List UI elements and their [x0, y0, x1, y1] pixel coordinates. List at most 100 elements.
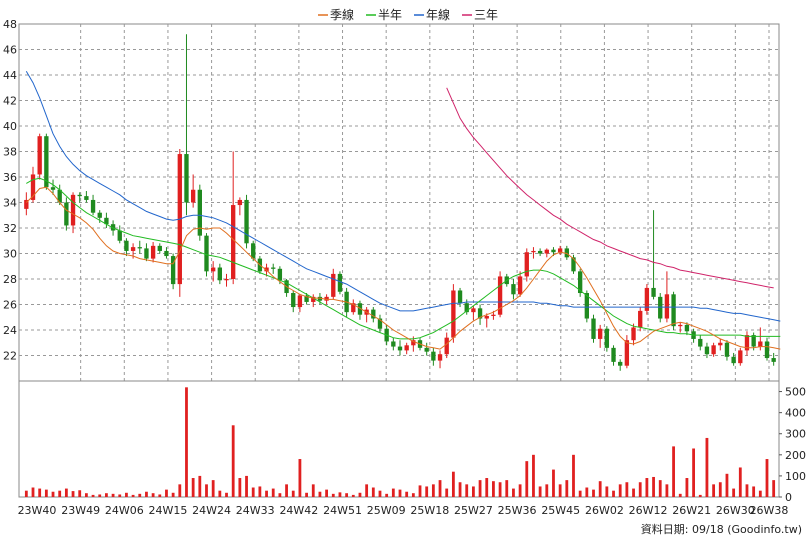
volume-bar — [618, 484, 622, 497]
volume-bar — [325, 489, 329, 497]
price-tick-label: 36 — [3, 171, 17, 184]
volume-bar — [458, 482, 462, 497]
candle-body — [104, 217, 109, 225]
candle-body — [704, 346, 710, 355]
volume-bar — [652, 476, 655, 497]
volume-tick-label: 400 — [785, 407, 806, 420]
volume-bar — [678, 493, 682, 497]
price-tick-label: 32 — [3, 222, 17, 235]
x-tick-label: 23W49 — [61, 504, 100, 517]
candle-body — [517, 276, 523, 295]
volume-panel — [18, 380, 780, 498]
price-axis-ticks: 22 24 26 28 30 32 34 36 38 40 42 44 46 48 — [3, 18, 17, 363]
volume-bar — [98, 494, 102, 497]
volume-tick-label: 500 — [785, 386, 806, 399]
volume-bar — [385, 493, 389, 497]
candle-body — [484, 315, 489, 319]
candle-body — [144, 248, 149, 259]
price-tick-label: 26 — [3, 299, 17, 312]
volume-bar — [718, 482, 722, 497]
volume-bar — [118, 494, 122, 497]
candle-body — [271, 267, 276, 269]
candle-body — [491, 314, 496, 316]
candle-body — [731, 356, 736, 364]
candle-body — [317, 296, 323, 301]
volume-bar — [605, 486, 609, 497]
moving-averages — [25, 70, 781, 350]
candle-body — [631, 327, 636, 341]
candle-body — [611, 347, 616, 362]
x-tick-label: 25W36 — [498, 504, 537, 517]
candle-body — [671, 294, 676, 327]
volume-bar — [251, 487, 255, 497]
volume-bar — [411, 493, 415, 497]
x-tick-label: 25W45 — [541, 504, 580, 517]
candle-body — [758, 341, 763, 347]
candle-body — [744, 335, 750, 351]
candle-body — [738, 350, 743, 364]
volume-bar — [545, 484, 549, 497]
volume-tick-label: 0 — [785, 491, 792, 504]
price-tick-label: 38 — [3, 146, 17, 159]
volume-bar — [485, 478, 489, 497]
candle-body — [577, 271, 583, 294]
volume-bar — [732, 488, 736, 497]
volume-bar — [278, 493, 282, 497]
candle-body — [371, 309, 376, 319]
x-tick-label: 24W06 — [105, 504, 144, 517]
volume-bar — [298, 459, 302, 497]
candle-body — [644, 287, 650, 311]
candle-body — [37, 136, 42, 175]
volume-bar — [745, 484, 749, 497]
data-date-footer: 資料日期: 09/18 (Goodinfo.tw) — [640, 523, 802, 536]
candle-body — [424, 347, 429, 352]
candle-body — [464, 303, 469, 313]
candle-body — [544, 249, 549, 254]
legend: 季線 半年 年線 三年 — [318, 7, 498, 22]
volume-bar — [391, 488, 395, 497]
candle-body — [591, 318, 596, 339]
volume-bar — [572, 454, 575, 497]
volume-bar — [191, 478, 195, 497]
volume-bar — [598, 481, 602, 497]
candle-body — [764, 341, 770, 359]
volume-bar — [125, 492, 128, 497]
candle-body — [377, 318, 383, 329]
candle-body — [351, 303, 356, 313]
legend-label-1: 半年 — [378, 8, 402, 22]
candle-body — [477, 308, 483, 319]
candle-body — [244, 199, 249, 244]
volume-bar — [492, 481, 495, 497]
candle-body — [110, 224, 116, 231]
volume-bar — [218, 490, 222, 497]
candle-body — [331, 273, 336, 297]
volume-bar — [518, 484, 522, 497]
volume-bar — [24, 490, 28, 497]
price-tick-label: 42 — [3, 95, 17, 108]
ma-quarter-line — [25, 186, 781, 350]
candle-body — [170, 256, 176, 285]
volume-bar — [418, 485, 422, 497]
volume-bar — [84, 493, 88, 497]
candle-body — [291, 293, 296, 308]
candle-body — [130, 247, 136, 251]
volume-bar — [258, 486, 262, 497]
candle-body — [204, 235, 209, 272]
volume-bar — [231, 425, 235, 497]
volume-bar — [64, 488, 68, 497]
price-tick-label: 24 — [3, 324, 17, 337]
candle-body — [77, 194, 82, 197]
volume-bar — [498, 482, 502, 497]
volume-bar — [612, 490, 615, 497]
candle-body — [531, 250, 536, 253]
candle-body — [524, 252, 529, 277]
candle-body — [90, 199, 96, 213]
candle-body — [30, 174, 36, 200]
volume-bar — [358, 492, 362, 497]
x-tick-label: 26W38 — [750, 504, 789, 517]
candle-body — [50, 187, 56, 190]
candle-body — [604, 328, 610, 348]
price-tick-label: 44 — [3, 69, 17, 82]
candle-body — [724, 342, 730, 357]
candles — [24, 34, 776, 371]
